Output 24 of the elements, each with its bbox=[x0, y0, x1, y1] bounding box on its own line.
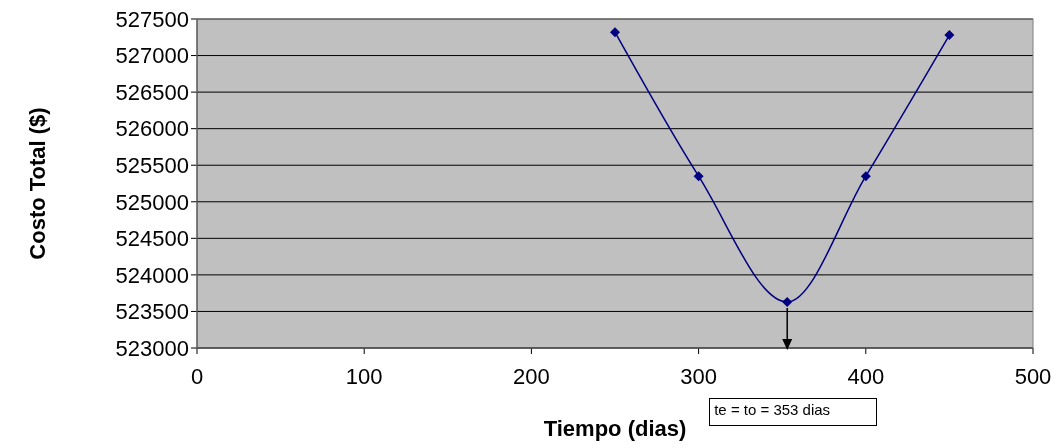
x-tick-label: 500 bbox=[1014, 363, 1052, 389]
point bbox=[860, 171, 871, 182]
y-tick-label: 527000 bbox=[115, 43, 189, 69]
y-axis-title: Costo Total ($) bbox=[24, 107, 50, 260]
y-tick-label: 524500 bbox=[115, 226, 189, 252]
point bbox=[944, 30, 955, 41]
y-tick-label: 524000 bbox=[115, 262, 189, 288]
y-tick-label: 525500 bbox=[115, 153, 189, 179]
x-tick-label: 100 bbox=[345, 363, 383, 389]
y-tick-label: 523000 bbox=[115, 335, 189, 361]
x-axis-title: Tiempo (dias) bbox=[543, 416, 687, 441]
text: te = to = 353 dias bbox=[709, 398, 878, 426]
y-tick-label: 526500 bbox=[115, 79, 189, 105]
x-tick-label: 300 bbox=[680, 363, 717, 389]
y-tick-label: 525000 bbox=[115, 189, 189, 215]
y-tick-label: 526000 bbox=[115, 116, 189, 142]
x-tick-label: 0 bbox=[190, 363, 204, 389]
point bbox=[782, 296, 793, 307]
point bbox=[610, 27, 620, 38]
y-tick-label: 527500 bbox=[115, 6, 189, 32]
y-tick-label: 523500 bbox=[115, 299, 189, 325]
point bbox=[693, 171, 704, 182]
x-tick-label: 200 bbox=[513, 363, 550, 389]
x-tick-label: 400 bbox=[847, 363, 885, 389]
